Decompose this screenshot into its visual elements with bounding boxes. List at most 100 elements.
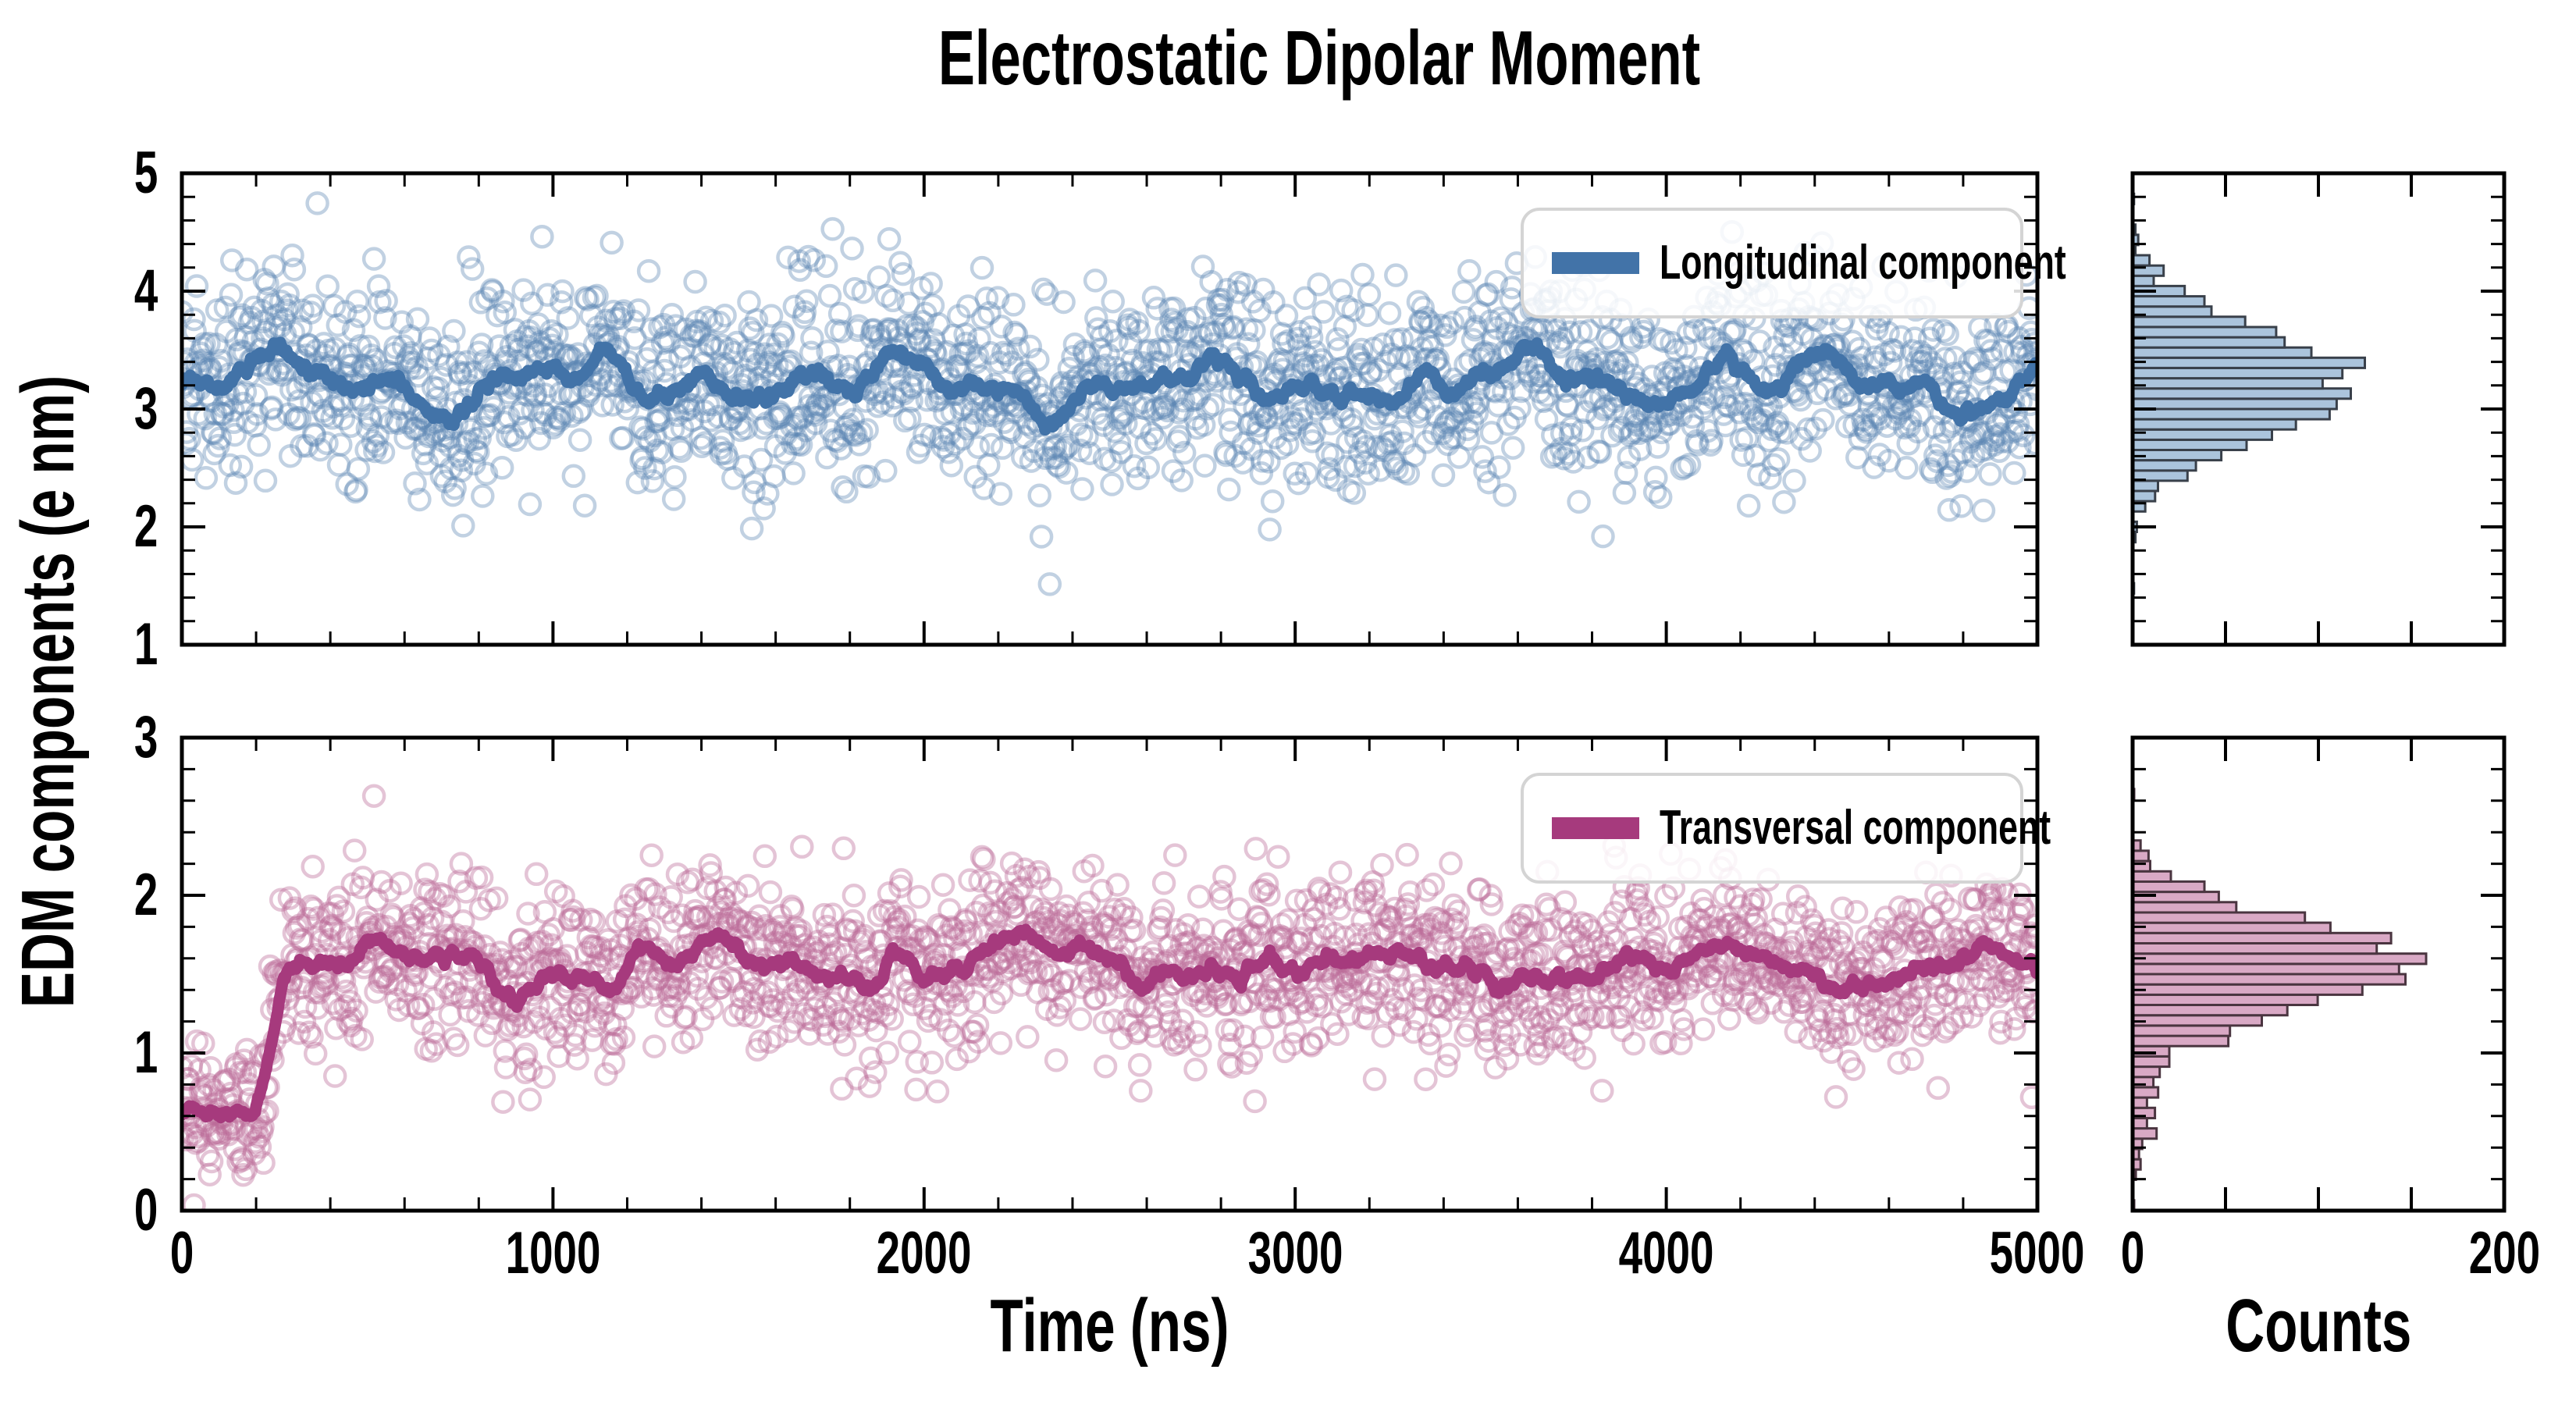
scatter-point <box>354 355 378 379</box>
scatter-point <box>710 429 735 453</box>
scatter-point <box>516 334 540 359</box>
scatter-point <box>785 406 809 430</box>
scatter-point <box>250 298 274 323</box>
scatter-point <box>975 403 1000 428</box>
scatter-point <box>427 343 451 368</box>
scatter-point <box>1069 422 1094 446</box>
scatter-point <box>415 451 439 475</box>
scatter-point <box>511 396 535 421</box>
scatter-point <box>1390 419 1414 443</box>
scatter-point <box>1275 432 1300 457</box>
scatter-point <box>315 274 340 298</box>
scatter-point <box>458 418 483 443</box>
scatter-point <box>1606 351 1630 375</box>
scatter-point <box>1593 394 1618 418</box>
scatter-point <box>649 407 673 432</box>
scatter-point <box>1027 483 1051 507</box>
scatter-point <box>1647 327 1672 351</box>
scatter-point <box>827 301 852 326</box>
scatter-point <box>314 403 338 428</box>
scatter-point <box>665 403 690 428</box>
scatter-point <box>906 884 931 909</box>
scatter-point <box>361 429 386 454</box>
scatter-point <box>1250 449 1275 473</box>
scatter-point <box>1576 445 1600 470</box>
x-axis-label-text: Time (ns) <box>990 1284 1229 1368</box>
scatter-point <box>1149 339 1173 363</box>
scatter-point <box>342 838 367 863</box>
scatter-point <box>554 346 578 371</box>
hist-x-axis-label: Counts <box>1772 1286 2576 1366</box>
scatter-point <box>762 464 786 489</box>
histogram-bar <box>2131 880 2206 894</box>
scatter-point <box>829 436 853 461</box>
scatter-point <box>1656 412 1680 436</box>
scatter-point <box>1399 347 1423 372</box>
scatter-point <box>708 436 732 460</box>
scatter-point <box>641 360 666 384</box>
scatter-point <box>279 378 304 402</box>
scatter-point <box>1284 412 1309 436</box>
scatter-point <box>799 340 824 365</box>
scatter-point <box>733 363 758 388</box>
scatter-point <box>1219 420 1243 445</box>
scatter-point <box>555 343 579 368</box>
scatter-point <box>455 429 480 454</box>
scatter-point <box>906 327 931 352</box>
scatter-point <box>1127 415 1152 439</box>
scatter-point <box>904 322 928 346</box>
scatter-point <box>1188 1033 1212 1058</box>
scatter-point <box>825 429 849 454</box>
scatter-point <box>208 348 233 373</box>
scatter-point <box>791 404 815 429</box>
scatter-point <box>866 265 891 290</box>
scatter-point <box>1294 461 1319 486</box>
scatter-point <box>855 418 879 442</box>
scatter-point <box>440 482 465 507</box>
scatter-point <box>963 464 987 489</box>
scatter-point <box>513 325 538 349</box>
x-tick-label: 200 <box>2468 1220 2540 1286</box>
scatter-point <box>1117 308 1142 332</box>
scatter-point <box>430 429 455 453</box>
scatter-point <box>1045 453 1069 478</box>
scatter-point <box>953 322 977 347</box>
histogram-bar <box>2131 367 2344 380</box>
scatter-point <box>973 399 998 424</box>
scatter-point <box>891 261 916 286</box>
histogram-bar <box>2131 962 2400 976</box>
scatter-point <box>1162 296 1187 321</box>
scatter-point <box>1439 407 1464 431</box>
scatter-point <box>989 315 1014 339</box>
scatter-point <box>676 397 701 422</box>
scatter-point <box>403 471 427 496</box>
scatter-point <box>322 336 347 361</box>
scatter-point <box>1237 412 1261 436</box>
scatter-point <box>768 402 793 427</box>
scatter-point <box>1077 441 1102 465</box>
scatter-point <box>728 418 753 443</box>
scatter-point <box>1586 439 1610 464</box>
scatter-point <box>1239 437 1264 461</box>
scatter-point <box>361 784 386 808</box>
scatter-point <box>1592 397 1616 422</box>
scatter-point <box>1161 459 1186 483</box>
scatter-point <box>1223 443 1247 468</box>
scatter-point <box>734 416 759 440</box>
scatter-point <box>792 305 816 329</box>
scatter-point <box>1340 414 1364 438</box>
scatter-point <box>1323 468 1348 493</box>
scatter-point <box>300 390 324 414</box>
scatter-point <box>1251 277 1276 302</box>
scatter-point <box>913 301 938 326</box>
scatter-point <box>1534 407 1559 432</box>
scatter-point <box>286 389 311 414</box>
scatter-point <box>1618 325 1643 350</box>
scatter-point <box>623 325 647 350</box>
scatter-point <box>1132 396 1157 421</box>
scatter-point <box>1288 320 1313 344</box>
scatter-point <box>526 312 550 336</box>
scatter-point <box>1347 440 1372 464</box>
scatter-point <box>572 493 597 518</box>
scatter-point <box>633 456 657 480</box>
